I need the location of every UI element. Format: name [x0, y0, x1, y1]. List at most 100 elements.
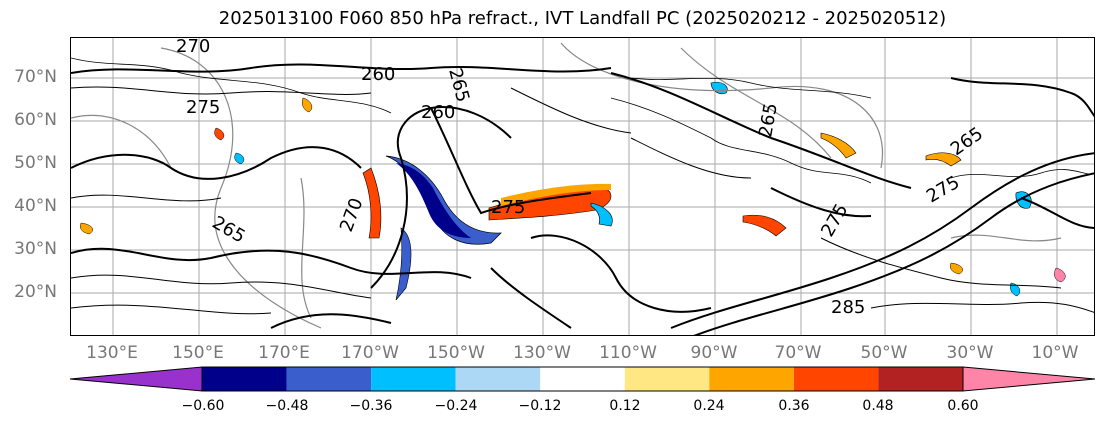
refractivity-contour [950, 77, 1094, 118]
colorbar-extend-min [70, 366, 203, 392]
negative-shading-tail [395, 227, 412, 301]
colorbar-segment [878, 367, 963, 391]
map-panel: 270 260 265 275 260 265 275 270 265 275 … [70, 37, 1095, 336]
lon-label-10w: 10°W [1031, 343, 1079, 363]
refractivity-contours-thin [71, 86, 1094, 315]
refractivity-contour [693, 172, 1094, 335]
refractivity-contour [370, 106, 512, 289]
negative-shading-core [396, 163, 471, 238]
colorbar-tick-label: −0.36 [349, 398, 393, 414]
contour-label: 275 [817, 200, 852, 240]
colorbar-tick-label: 0.36 [778, 398, 810, 414]
refractivity-contour [630, 137, 752, 179]
colorbar-segment [202, 367, 287, 391]
colorbar-tick-label: −0.24 [434, 398, 478, 414]
lon-label-50w: 50°W [860, 343, 908, 363]
lat-label-50n: 50°N [14, 153, 57, 173]
colorbar-tick-label: 0.48 [862, 398, 894, 414]
colorbar-tick-label: −0.60 [181, 398, 225, 414]
ivt-contours [71, 42, 1062, 329]
lon-label-130w: 130°W [513, 343, 571, 363]
colorbar [70, 366, 1095, 392]
refractivity-contour [71, 247, 472, 279]
contour-value-labels: 270 260 265 275 260 265 275 270 265 275 … [176, 38, 987, 318]
refractivity-contours [71, 63, 1094, 335]
colorbar-extend-max [962, 366, 1095, 392]
colorbar-segment [624, 367, 710, 391]
positive-shading-north [820, 132, 857, 159]
map-plot: 270 260 265 275 260 265 275 270 265 275 … [71, 38, 1094, 335]
refractivity-contour [430, 107, 592, 215]
lat-label-60n: 60°N [14, 110, 57, 130]
lat-label-20n: 20°N [14, 282, 57, 302]
lat-label-40n: 40°N [14, 196, 57, 216]
map-title: 2025013100 F060 850 hPa refract., IVT La… [218, 8, 947, 29]
colorbar-segment [455, 367, 541, 391]
lon-label-170e: 170°E [258, 343, 310, 363]
coastline [950, 169, 1094, 179]
refractivity-contour [71, 146, 362, 180]
refractivity-contour [270, 313, 392, 329]
colorbar-segments [70, 366, 1095, 392]
contour-label: 265 [444, 66, 473, 105]
refractivity-contour [670, 152, 1094, 329]
positive-shading-small-4 [950, 262, 963, 275]
ivt-contour [680, 47, 832, 159]
positive-shading-atlantic [742, 214, 787, 237]
ivt-contour [950, 234, 1062, 242]
lon-label-110w: 110°W [599, 343, 657, 363]
contour-label: 275 [923, 172, 963, 207]
contour-label: 265 [755, 101, 782, 138]
colorbar-tick-label: −0.12 [518, 398, 562, 414]
negative-shading-small-1 [234, 152, 245, 165]
colorbar-segment [793, 367, 879, 391]
coastline [71, 57, 392, 114]
ivt-contour [560, 42, 883, 169]
lon-label-30w: 30°W [946, 343, 994, 363]
coastlines [71, 57, 1094, 184]
lat-label-70n: 70°N [14, 67, 57, 87]
contour-label: 270 [336, 195, 367, 234]
refractivity-contour [71, 274, 372, 299]
ivt-contour [160, 47, 322, 329]
lon-label-70w: 70°W [774, 343, 822, 363]
refractivity-contour [490, 267, 572, 329]
positive-shading-coastal [362, 167, 382, 239]
refractivity-contour [71, 63, 612, 74]
contour-label: 285 [831, 297, 865, 318]
lat-label-30n: 30°N [14, 239, 57, 259]
ivt-contour [300, 177, 312, 319]
colorbar-segment [286, 367, 372, 391]
colorbar-segment [371, 367, 456, 391]
colorbar-tick-label: 0.24 [693, 398, 725, 414]
coastline [630, 77, 872, 99]
refractivity-contour [820, 237, 1062, 289]
positive-shading-east [925, 152, 962, 167]
lon-label-150w: 150°W [427, 343, 485, 363]
coastline [610, 97, 872, 184]
colorbar-segment [540, 367, 625, 391]
negative-shading-mid [590, 202, 613, 227]
shaded-anomalies [80, 81, 1066, 301]
positive-shading-small-2 [214, 127, 225, 141]
contour-label: 270 [176, 38, 210, 57]
refractivity-contour [1020, 197, 1094, 229]
contour-label: 260 [361, 64, 395, 85]
refractivity-contour [610, 72, 912, 189]
negative-shading-canada [710, 81, 728, 95]
colorbar-tick-label: 0.12 [609, 398, 641, 414]
colorbar-segment [709, 367, 794, 391]
refractivity-contour [71, 304, 272, 315]
refractivity-contour [71, 194, 222, 202]
lon-label-150e: 150°E [172, 343, 224, 363]
refractivity-contour [770, 187, 872, 218]
colorbar-outline [201, 366, 964, 392]
contour-label: 260 [421, 102, 455, 123]
colorbar-tick-label: 0.60 [947, 398, 979, 414]
ivt-contour [71, 114, 172, 169]
refractivity-contour [530, 234, 712, 313]
colorbar-tick-label: −0.48 [265, 398, 309, 414]
positive-shading-small-1 [302, 97, 313, 113]
refractivity-contour [510, 87, 632, 134]
lon-label-90w: 90°W [690, 343, 738, 363]
